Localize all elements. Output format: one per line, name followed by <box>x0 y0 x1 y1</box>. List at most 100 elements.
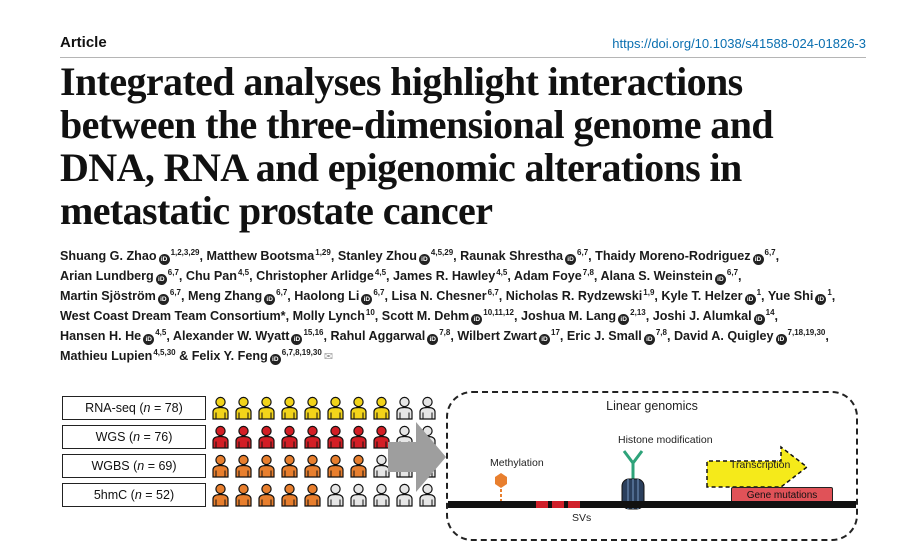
author-name[interactable]: Wilbert Zwart iD17 <box>457 328 560 345</box>
author-name[interactable]: West Coast Dream Team Consortium* <box>60 309 286 323</box>
orcid-icon[interactable]: iD <box>264 294 276 305</box>
panel-title: Linear genomics <box>606 399 698 413</box>
orcid-icon[interactable]: iD <box>427 334 439 345</box>
person-icon <box>396 483 413 507</box>
author-name[interactable]: Mathieu Lupien4,5,30 <box>60 348 176 364</box>
author-name[interactable]: Scott M. Dehm iD10,11,12 <box>381 308 514 325</box>
cohort-label: WGS (n = 76) <box>62 425 206 449</box>
orcid-icon[interactable]: iD <box>752 254 764 265</box>
orcid-icon[interactable]: iD <box>714 274 726 285</box>
orcid-icon[interactable]: iD <box>158 254 170 265</box>
author-name[interactable]: Christopher Arlidge4,5 <box>256 268 387 284</box>
author-name[interactable]: Alana S. Weinstein iD6,7 <box>600 268 739 285</box>
person-icon <box>373 483 390 507</box>
affiliation-sup: 1,29 <box>315 248 331 257</box>
affiliation-sup: 15,16 <box>303 328 324 337</box>
person-icon <box>327 425 344 449</box>
sv-segment <box>568 501 580 508</box>
author-list: Shuang G. Zhao iD1,2,3,29, Matthew Bootsm… <box>60 248 836 365</box>
orcid-icon[interactable]: iD <box>539 334 550 345</box>
cohort-label: WGBS (n = 69) <box>62 454 206 478</box>
author-name[interactable]: Felix Y. Feng iD6,7,8,19,30 ✉ <box>191 348 334 365</box>
cohort-row: WGS (n = 76) <box>62 425 436 449</box>
author-name[interactable]: Haolong Li iD6,7 <box>294 288 385 305</box>
orcid-icon[interactable]: iD <box>418 254 430 265</box>
author-name[interactable]: Stanley Zhou iD4,5,29 <box>337 248 454 265</box>
orcid-icon[interactable]: iD <box>155 274 167 285</box>
affiliation-sup: 1 <box>756 288 762 297</box>
orcid-icon[interactable]: iD <box>291 334 303 345</box>
author-name[interactable]: Adam Foye7,8 <box>513 268 594 284</box>
orcid-icon[interactable]: iD <box>361 294 373 305</box>
affiliation-sup: 4,5,29 <box>430 248 454 257</box>
person-icon <box>281 425 298 449</box>
cohort-label: RNA-seq (n = 78) <box>62 396 206 420</box>
affiliation-sup: 6,7 <box>276 288 288 297</box>
orcid-icon[interactable]: iD <box>143 334 155 345</box>
article-title: Integrated analyses highlight interactio… <box>60 59 774 233</box>
affiliation-sup: 7,18,19,30 <box>787 328 826 337</box>
author-name[interactable]: Rahul Aggarwal iD7,8 <box>330 328 451 345</box>
person-icon <box>304 483 321 507</box>
author-name[interactable]: James R. Hawley4,5 <box>393 268 508 284</box>
person-icon <box>258 425 275 449</box>
affiliation-sup: 10 <box>365 308 375 317</box>
author-name[interactable]: Arian Lundberg iD6,7 <box>60 268 179 285</box>
doi-link[interactable]: https://doi.org/10.1038/s41588-024-01826… <box>612 36 866 51</box>
author-name[interactable]: David A. Quigley iD7,18,19,30 <box>673 328 826 345</box>
author-name[interactable]: Shuang G. Zhao iD1,2,3,29 <box>60 248 200 265</box>
orcid-icon[interactable]: iD <box>643 334 655 345</box>
sv-segment <box>536 501 548 508</box>
affiliation-sup: 1,9 <box>643 288 655 297</box>
author-name[interactable]: Meng Zhang iD6,7 <box>188 288 288 305</box>
orcid-icon[interactable]: iD <box>618 314 630 325</box>
person-icon <box>304 425 321 449</box>
affiliation-sup: 1,2,3,29 <box>170 248 200 257</box>
author-name[interactable]: Nicholas R. Rydzewski1,9 <box>505 288 655 304</box>
person-icon <box>350 425 367 449</box>
author-name[interactable]: Yue Shi iD1 <box>767 288 832 305</box>
affiliation-sup: 6,7 <box>373 288 385 297</box>
author-name[interactable]: Eric J. Small iD7,8 <box>566 328 667 345</box>
affiliation-sup: 2,13 <box>630 308 646 317</box>
orcid-icon[interactable]: iD <box>753 314 765 325</box>
author-name[interactable]: Alexander W. Wyatt iD15,16 <box>172 328 324 345</box>
affiliation-sup: 17 <box>551 328 560 337</box>
cohort-row: 5hmC (n = 52) <box>62 483 436 507</box>
author-name[interactable]: Chu Pan4,5 <box>185 268 250 284</box>
author-name[interactable]: Molly Lynch10 <box>292 308 375 324</box>
orcid-icon[interactable]: iD <box>565 254 577 265</box>
person-icon <box>235 483 252 507</box>
person-icon <box>212 396 229 420</box>
orcid-icon[interactable]: iD <box>471 314 483 325</box>
author-name[interactable]: Thaidy Moreno-Rodriguez iD6,7 <box>595 248 776 265</box>
author-name[interactable]: Kyle T. Helzer iD1 <box>661 288 762 305</box>
email-icon[interactable]: ✉ <box>323 351 334 363</box>
dna-strand <box>448 501 856 508</box>
author-name[interactable]: Lisa N. Chesner6,7 <box>391 288 499 304</box>
orcid-icon[interactable]: iD <box>269 354 281 365</box>
flow-arrow-icon <box>388 422 446 492</box>
person-icon <box>212 483 229 507</box>
transcription-arrow-icon <box>706 445 809 488</box>
orcid-icon[interactable]: iD <box>157 294 169 305</box>
author-name[interactable]: Matthew Bootsma1,29 <box>206 248 331 264</box>
person-icon <box>281 454 298 478</box>
orcid-icon[interactable]: iD <box>815 294 827 305</box>
orcid-icon[interactable]: iD <box>744 294 756 305</box>
cohort-row: WGBS (n = 69) <box>62 454 436 478</box>
person-icon <box>327 396 344 420</box>
author-name[interactable]: Hansen H. He iD4,5 <box>60 328 167 345</box>
person-icon <box>350 396 367 420</box>
histone-label: Histone modification <box>618 434 713 446</box>
author-name[interactable]: Joshua M. Lang iD2,13 <box>520 308 646 325</box>
author-name[interactable]: Raunak Shrestha iD6,7 <box>460 248 589 265</box>
author-name[interactable]: Martin Sjöström iD6,7 <box>60 288 181 305</box>
orcid-icon[interactable]: iD <box>775 334 787 345</box>
person-icon <box>327 483 344 507</box>
affiliation-sup: 10,11,12 <box>483 308 514 317</box>
affiliation-sup: 4,5 <box>374 268 387 277</box>
sv-label: SVs <box>572 512 592 524</box>
affiliation-sup: 7,8 <box>439 328 451 337</box>
author-name[interactable]: Joshi J. Alumkal iD14 <box>652 308 775 325</box>
